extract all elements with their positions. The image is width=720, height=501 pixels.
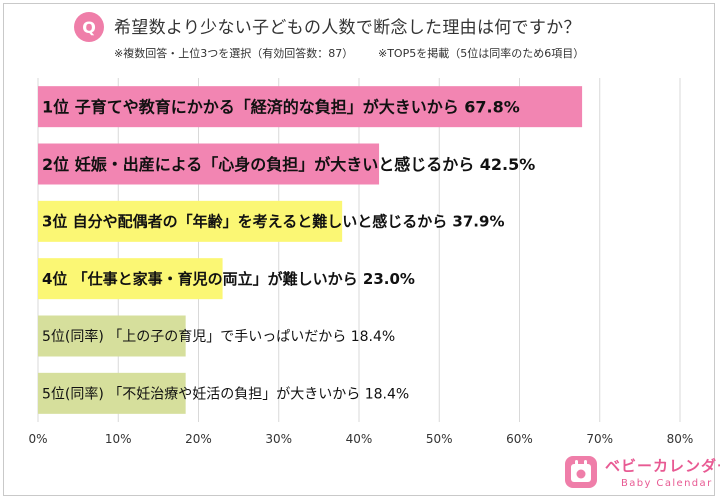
x-tick-label: 0%	[28, 432, 47, 446]
bar-label: 1位 子育てや教育にかかる「経済的な負担」が大きいから 67.8%	[42, 97, 520, 116]
x-tick-label: 60%	[506, 432, 533, 446]
grid-lines	[37, 78, 681, 422]
calendar-logo-icon	[565, 456, 597, 488]
x-tick-label: 80%	[667, 432, 694, 446]
x-tick-label: 20%	[185, 432, 212, 446]
x-tick-label: 70%	[586, 432, 613, 446]
bar	[38, 143, 380, 185]
x-axis-ticks: 0% 10% 20% 30% 40% 50% 60% 70% 80%	[28, 432, 693, 446]
bars	[38, 86, 583, 414]
bar	[38, 86, 583, 128]
x-tick-label: 50%	[426, 432, 453, 446]
bar-label: 5位(同率) 「上の子の育児」で手いっぱいだから 18.4%	[42, 328, 395, 345]
brand-logo: ベビーカレンダー Baby Calendar	[565, 455, 720, 495]
brand-name: ベビーカレンダー	[605, 457, 720, 475]
note-top5: ※TOP5を掲載（5位は同率のため6項目）	[378, 47, 585, 60]
bar-label: 5位(同率) 「不妊治療や妊活の負担」が大きいから 18.4%	[42, 385, 409, 402]
brand-subtitle: Baby Calendar	[621, 478, 713, 489]
bar	[38, 315, 186, 357]
question-badge: Q	[74, 12, 104, 42]
bar-label: 4位 「仕事と家事・育児の両立」が難しいから 23.0%	[42, 270, 415, 288]
x-tick-label: 30%	[265, 432, 292, 446]
bar-labels: 1位 子育てや教育にかかる「経済的な負担」が大きいから 67.8% 2位 妊娠・出…	[42, 97, 535, 402]
chart-title: 希望数より少ない子どもの人数で断念した理由は何ですか？	[114, 18, 581, 38]
bar	[38, 200, 343, 242]
x-tick-label: 10%	[105, 432, 132, 446]
bar-label: 3位 自分や配偶者の「年齢」を考えると難しいと感じるから 37.9%	[42, 213, 504, 231]
note-respondents: ※複数回答・上位3つを選択（有効回答数：87）	[114, 47, 354, 60]
bar	[38, 372, 186, 414]
bar	[38, 258, 223, 300]
bar-label: 2位 妊娠・出産による「心身の負担」が大きいと感じるから 42.5%	[42, 155, 535, 174]
x-tick-label: 40%	[346, 432, 373, 446]
